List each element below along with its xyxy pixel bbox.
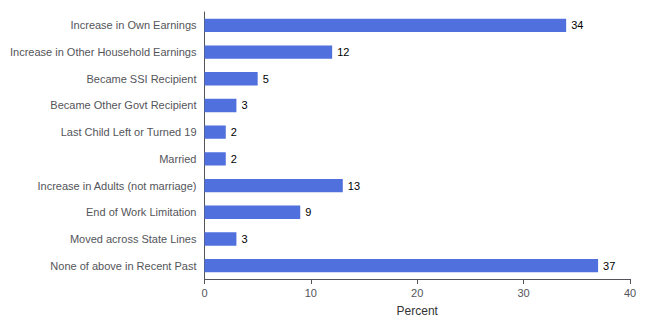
svg-text:34: 34 [571, 19, 583, 31]
svg-text:2: 2 [231, 126, 237, 138]
svg-text:End of Work Limitation: End of Work Limitation [86, 206, 196, 218]
svg-text:Increase in Own Earnings: Increase in Own Earnings [71, 19, 197, 31]
svg-text:9: 9 [305, 206, 311, 218]
svg-text:Married: Married [159, 153, 196, 165]
svg-text:30: 30 [517, 287, 529, 299]
svg-text:Percent: Percent [397, 304, 439, 318]
svg-text:3: 3 [241, 99, 247, 111]
svg-text:0: 0 [201, 287, 207, 299]
svg-text:3: 3 [241, 233, 247, 245]
svg-text:37: 37 [603, 260, 615, 272]
svg-text:12: 12 [337, 46, 349, 58]
svg-text:2: 2 [231, 153, 237, 165]
svg-text:Last Child Left or Turned 19: Last Child Left or Turned 19 [61, 126, 197, 138]
svg-text:40: 40 [624, 287, 636, 299]
svg-text:Became Other Govt Recipient: Became Other Govt Recipient [50, 99, 196, 111]
svg-text:20: 20 [411, 287, 423, 299]
svg-text:10: 10 [305, 287, 317, 299]
svg-text:13: 13 [348, 180, 360, 192]
svg-text:None of above in Recent Past: None of above in Recent Past [50, 260, 196, 272]
svg-text:Increase in Adults (not marria: Increase in Adults (not marriage) [38, 180, 197, 192]
svg-text:Increase in Other Household Ea: Increase in Other Household Earnings [10, 46, 197, 58]
svg-text:Moved across State Lines: Moved across State Lines [70, 233, 197, 245]
svg-text:5: 5 [263, 73, 269, 85]
svg-text:Became SSI Recipient: Became SSI Recipient [86, 73, 196, 85]
